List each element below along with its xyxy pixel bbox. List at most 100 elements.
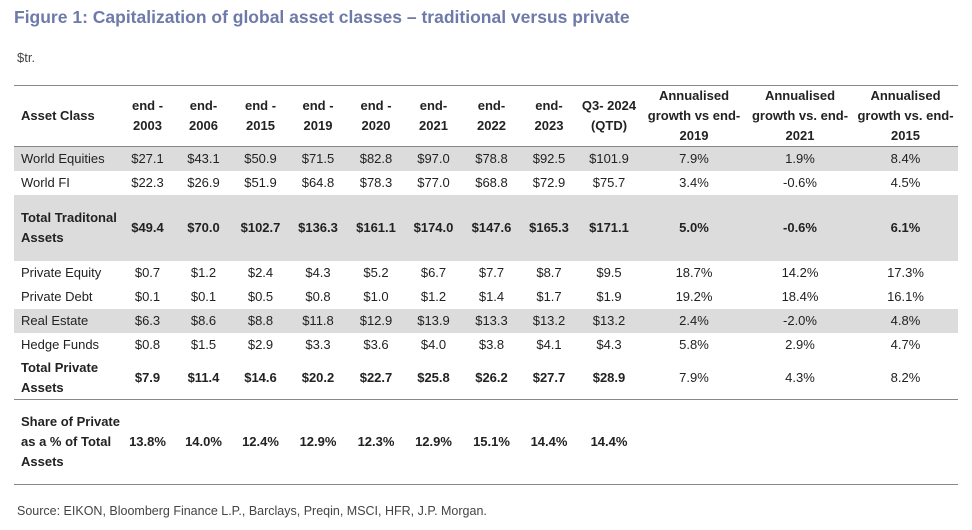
row-label: Real Estate: [14, 309, 120, 333]
table-cell: $51.9: [244, 175, 277, 190]
table-cell: $1.7: [536, 289, 562, 304]
table-cell: $4.1: [536, 337, 562, 352]
table-cell: [853, 399, 958, 485]
table-cell: $101.9: [577, 146, 641, 171]
table-cell: 5.8%: [679, 337, 709, 352]
table-cell: 19.2%: [675, 289, 713, 304]
table-cell: 18.7%: [675, 265, 713, 280]
table-cell: $3.6: [363, 337, 389, 352]
table-cell: $22.7: [359, 370, 393, 385]
table-cell: $9.5: [596, 265, 622, 280]
table-cell: $161.1: [347, 195, 405, 261]
table-row: Private Debt $0.1 $0.1 $0.5 $0.8 $1.0 $1.2 $1.4…: [14, 285, 958, 309]
table-cell: $26.9: [187, 175, 220, 190]
table-row: Total Traditonal Assets $49.4 $70.0 $102.7 $…: [14, 195, 958, 261]
table-cell: $82.8: [347, 146, 405, 171]
table-cell: $0.8: [134, 337, 161, 352]
row-label: World FI: [21, 175, 70, 190]
table-cell: $13.3: [462, 309, 521, 333]
row-label: Private Debt: [21, 289, 93, 304]
figure-title: Figure 1: Capitalization of global asset…: [14, 7, 630, 27]
table-cell: $1.2: [420, 289, 447, 304]
table-cell: 14.4%: [577, 399, 641, 485]
table-cell: 2.4%: [641, 309, 747, 333]
table-cell: [747, 399, 853, 485]
table-cell: $4.0: [420, 337, 447, 352]
table-cell: $27.1: [120, 146, 175, 171]
table-cell: $49.4: [120, 195, 175, 261]
table-cell: $11.8: [289, 309, 347, 333]
table-cell: 6.1%: [853, 195, 958, 261]
table-cell: $6.7: [420, 265, 447, 280]
table-cell: $1.5: [190, 337, 217, 352]
table-cell: 14.0%: [175, 399, 232, 485]
table-cell: 12.3%: [347, 399, 405, 485]
table-cell: $28.9: [592, 370, 626, 385]
table-cell: 12.9%: [405, 399, 462, 485]
header-cell: Annualised growth vs. end-2021: [747, 85, 853, 147]
table-body: World Equities $27.1 $43.1 $50.9 $71.5 $82.8 $…: [14, 146, 958, 485]
header-cell: end- 2023: [521, 85, 577, 147]
table-cell: 12.9%: [289, 399, 347, 485]
row-label: World Equities: [14, 146, 120, 171]
table-cell: $3.8: [478, 337, 505, 352]
table-cell: $71.5: [289, 146, 347, 171]
table-cell: $77.0: [417, 175, 450, 190]
table-cell: 3.4%: [679, 175, 709, 190]
table-cell: $1.0: [363, 289, 389, 304]
table-cell: $72.9: [532, 175, 566, 190]
table-cell: 14.4%: [521, 399, 577, 485]
table-cell: 2.9%: [785, 337, 815, 352]
table-cell: 14.2%: [781, 265, 819, 280]
header-cell: Q3- 2024 (QTD): [577, 85, 641, 147]
table-cell: 4.3%: [785, 370, 815, 385]
table-cell: $0.5: [247, 289, 274, 304]
header-cell: end- 2022: [462, 85, 521, 147]
header-cell: end - 2015: [232, 85, 289, 147]
unit-label: $tr.: [17, 50, 36, 65]
table-row: World FI $22.3 $26.9 $51.9 $64.8 $78.3 $77.0 $6…: [14, 171, 958, 195]
table-cell: 16.1%: [887, 289, 924, 304]
row-label: Share of Private as a % of Total Assets: [14, 399, 120, 485]
header-cell: Annualised growth vs. end-2015: [853, 85, 958, 147]
asset-class-table: Asset Class end - 2003 end- 2006 end - 2…: [14, 85, 958, 485]
table-cell: $102.7: [232, 195, 289, 261]
table-cell: $1.4: [478, 289, 505, 304]
source-note: Source: EIKON, Bloomberg Finance L.P., B…: [17, 504, 487, 518]
table-cell: $7.9: [134, 370, 161, 385]
table-cell: $0.1: [190, 289, 217, 304]
table-cell: $4.3: [305, 265, 331, 280]
table-cell: $11.4: [187, 370, 220, 385]
table-cell: $0.7: [134, 265, 161, 280]
table-cell: $43.1: [175, 146, 232, 171]
table-cell: $4.3: [596, 337, 622, 352]
table-cell: $8.7: [536, 265, 562, 280]
table-cell: $14.6: [244, 370, 277, 385]
table-row: Total Private Assets $7.9 $11.4 $14.6 $20.2 $…: [14, 357, 958, 400]
table-cell: 18.4%: [781, 289, 819, 304]
table-cell: 1.9%: [747, 146, 853, 171]
table-cell: $12.9: [347, 309, 405, 333]
table-cell: 4.8%: [853, 309, 958, 333]
table-row: Share of Private as a % of Total Assets 1…: [14, 399, 958, 485]
table-cell: -2.0%: [747, 309, 853, 333]
table-row: Private Equity $0.7 $1.2 $2.4 $4.3 $5.2 $6.7 $7…: [14, 261, 958, 285]
header-cell: end- 2006: [175, 85, 232, 147]
table-cell: 8.2%: [890, 370, 921, 385]
table-cell: -0.6%: [747, 195, 853, 261]
table-cell: $22.3: [131, 175, 164, 190]
table-cell: [641, 399, 747, 485]
row-label: Private Equity: [21, 265, 102, 280]
table-cell: $171.1: [577, 195, 641, 261]
table-cell: $2.4: [247, 265, 274, 280]
table-cell: 7.9%: [641, 146, 747, 171]
table-cell: $0.8: [305, 289, 331, 304]
header-row: Asset Class end - 2003 end- 2006 end - 2…: [14, 85, 958, 147]
table-row: World Equities $27.1 $43.1 $50.9 $71.5 $82.8 $…: [14, 146, 958, 171]
header-cell: end - 2019: [289, 85, 347, 147]
table-cell: 13.8%: [120, 399, 175, 485]
table-cell: $174.0: [405, 195, 462, 261]
header-cell: end - 2020: [347, 85, 405, 147]
table-cell: $64.8: [301, 175, 335, 190]
table-cell: $2.9: [247, 337, 274, 352]
